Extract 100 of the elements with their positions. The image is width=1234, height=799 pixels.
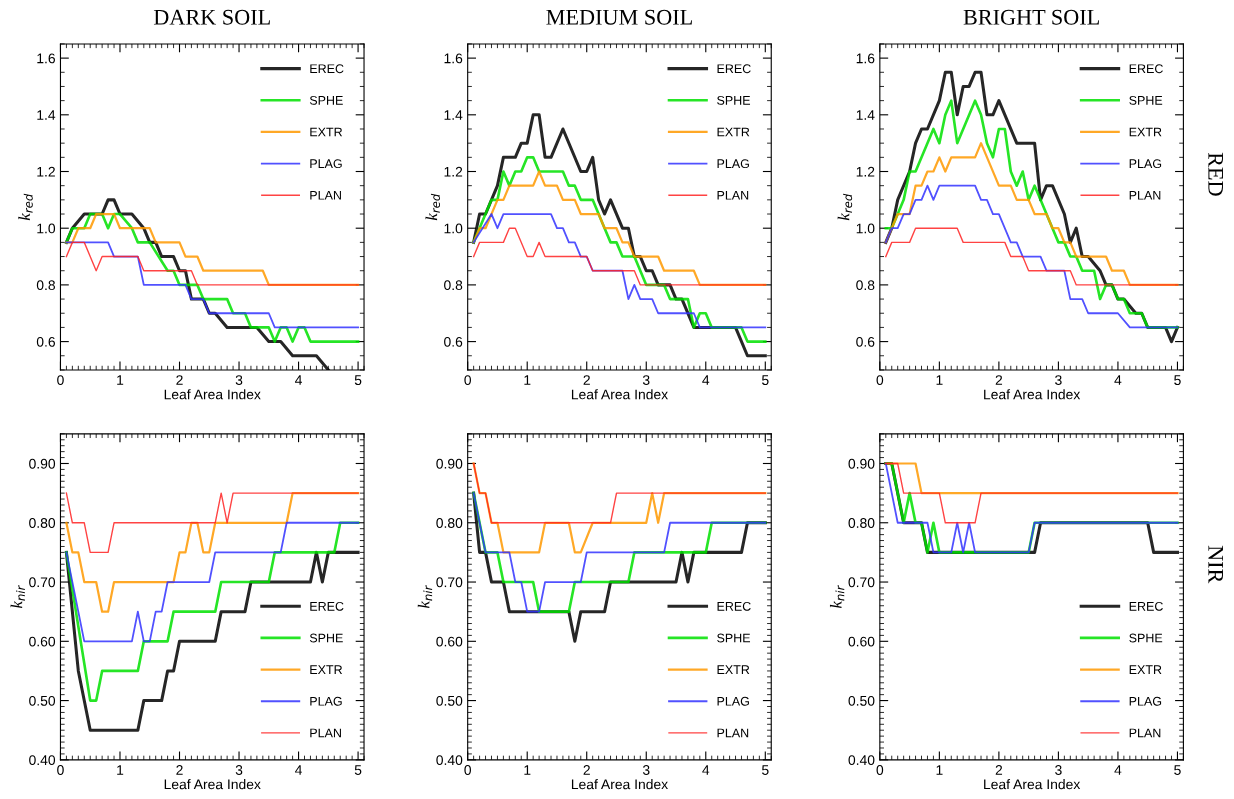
x-tick-label: 2 (176, 375, 183, 385)
y-tick-label: 1.4 (444, 110, 463, 120)
y-tick-label: 0.40 (29, 755, 56, 766)
legend-label: PLAG (717, 159, 749, 169)
x-tick-label: 0 (57, 375, 64, 385)
x-axis-title: Leaf Area Index (571, 389, 668, 400)
x-tick-label: 4 (1114, 765, 1122, 775)
legend-label: PLAN (717, 728, 749, 738)
y-tick-label: 0.60 (29, 636, 56, 647)
y-tick-label: 1.2 (37, 166, 55, 177)
y-tick-label: 0.60 (436, 636, 463, 647)
legend-label: PLAN (1129, 191, 1161, 200)
x-tick-label: 4 (1114, 375, 1122, 385)
y-tick-label: 0.40 (848, 755, 875, 766)
y-tick-label: 0.8 (444, 280, 463, 291)
y-tick-label: 0.70 (436, 577, 463, 588)
x-tick-label: 5 (761, 375, 769, 385)
x-axis-title: Leaf Area Index (164, 389, 261, 400)
x-tick-label: 0 (464, 375, 472, 385)
x-tick-label: 3 (235, 765, 243, 775)
legend-label: PLAG (310, 159, 342, 169)
y-tick-label: 0.90 (436, 458, 463, 469)
legend-label: EXTR (310, 665, 343, 674)
x-tick-label: 5 (761, 765, 769, 775)
y-tick-label: 0.40 (436, 755, 463, 766)
y-tick-label: 1.2 (856, 166, 875, 177)
y-tick-label: 0.90 (29, 458, 56, 469)
y-tick-label: 0.80 (848, 518, 875, 528)
y-axis-title: k$_{red}$ (18, 193, 33, 221)
y-tick-label: 0.6 (856, 336, 875, 347)
text: NIR (1208, 545, 1223, 584)
x-tick-label: 4 (295, 375, 303, 385)
x-tick-label: 3 (642, 765, 650, 775)
x-tick-label: 5 (1174, 375, 1181, 385)
legend-label: EXTR (310, 127, 343, 137)
x-tick-label: 1 (117, 765, 124, 775)
x-tick-label: 0 (464, 765, 472, 775)
x-tick-label: 0 (876, 765, 884, 775)
y-tick-label: 0.8 (856, 280, 875, 291)
x-tick-label: 2 (995, 765, 1003, 775)
y-tick-label: 0.50 (848, 695, 875, 706)
x-tick-label: 1 (524, 375, 531, 385)
legend-label: EREC (717, 601, 751, 611)
x-tick-label: 3 (1055, 765, 1062, 775)
legend-label: PLAN (310, 728, 341, 738)
legend-label: EXTR (1129, 127, 1162, 137)
x-axis-title: Leaf Area Index (571, 779, 668, 790)
x-tick-label: 3 (1055, 375, 1062, 385)
y-axis-title: k$_{red}$ (425, 193, 440, 221)
y-tick-label: 0.70 (848, 577, 875, 588)
y-tick-label: 1.6 (856, 53, 875, 64)
x-tick-label: 3 (235, 375, 243, 385)
legend-label: SPHE (309, 95, 343, 105)
chart-title: DARK SOIL (153, 9, 270, 25)
legend-label: SPHE (717, 633, 751, 643)
legend-label: EREC (1129, 64, 1163, 74)
y-tick-label: 0.80 (436, 518, 463, 528)
x-tick-label: 2 (583, 765, 590, 775)
y-tick-label: 0.70 (29, 577, 56, 588)
y-axis-title: k$_{red}$ (837, 193, 853, 221)
x-tick-label: 0 (876, 375, 884, 385)
legend-label: EREC (310, 64, 344, 74)
legend-label: EREC (310, 601, 344, 611)
legend-label: PLAG (1129, 696, 1162, 706)
y-tick-label: 1.0 (444, 223, 463, 234)
x-tick-label: 1 (936, 375, 943, 385)
legend-label: PLAN (310, 191, 341, 200)
y-tick-label: 0.50 (436, 695, 463, 706)
legend-label: EXTR (1129, 665, 1162, 674)
x-tick-label: 3 (642, 375, 650, 385)
x-tick-label: 4 (702, 765, 710, 775)
x-tick-label: 4 (295, 765, 303, 775)
y-axis-title: k$_{nir}$ (10, 585, 25, 609)
x-tick-label: 1 (524, 765, 531, 775)
x-tick-label: 2 (176, 765, 183, 775)
chart-title: BRIGHT SOIL (963, 9, 1099, 25)
x-tick-label: 2 (995, 375, 1003, 385)
x-tick-label: 5 (1174, 765, 1181, 775)
legend-label: SPHE (717, 95, 751, 105)
y-tick-label: 1.0 (856, 223, 875, 234)
legend-label: PLAG (310, 696, 342, 706)
legend-label: PLAG (717, 696, 749, 706)
y-tick-label: 0.6 (36, 336, 55, 347)
legend-label: PLAN (1129, 728, 1161, 738)
y-tick-label: 1.4 (37, 110, 56, 120)
text: RED (1208, 152, 1223, 196)
x-tick-label: 4 (702, 375, 710, 385)
x-axis-title: Leaf Area Index (984, 779, 1081, 790)
legend-label: PLAN (717, 191, 749, 200)
legend-label: EXTR (717, 127, 750, 137)
legend-label: SPHE (309, 633, 343, 643)
legend-label: EREC (717, 64, 751, 74)
y-axis-title: k$_{nir}$ (829, 585, 845, 609)
legend-label: PLAG (1129, 159, 1162, 169)
y-tick-label: 0.90 (848, 458, 875, 469)
y-tick-label: 0.50 (29, 695, 56, 706)
x-tick-label: 0 (57, 765, 64, 775)
y-tick-label: 1.0 (37, 223, 56, 234)
chart-title: MEDIUM SOIL (546, 9, 692, 25)
x-tick-label: 1 (117, 375, 124, 385)
